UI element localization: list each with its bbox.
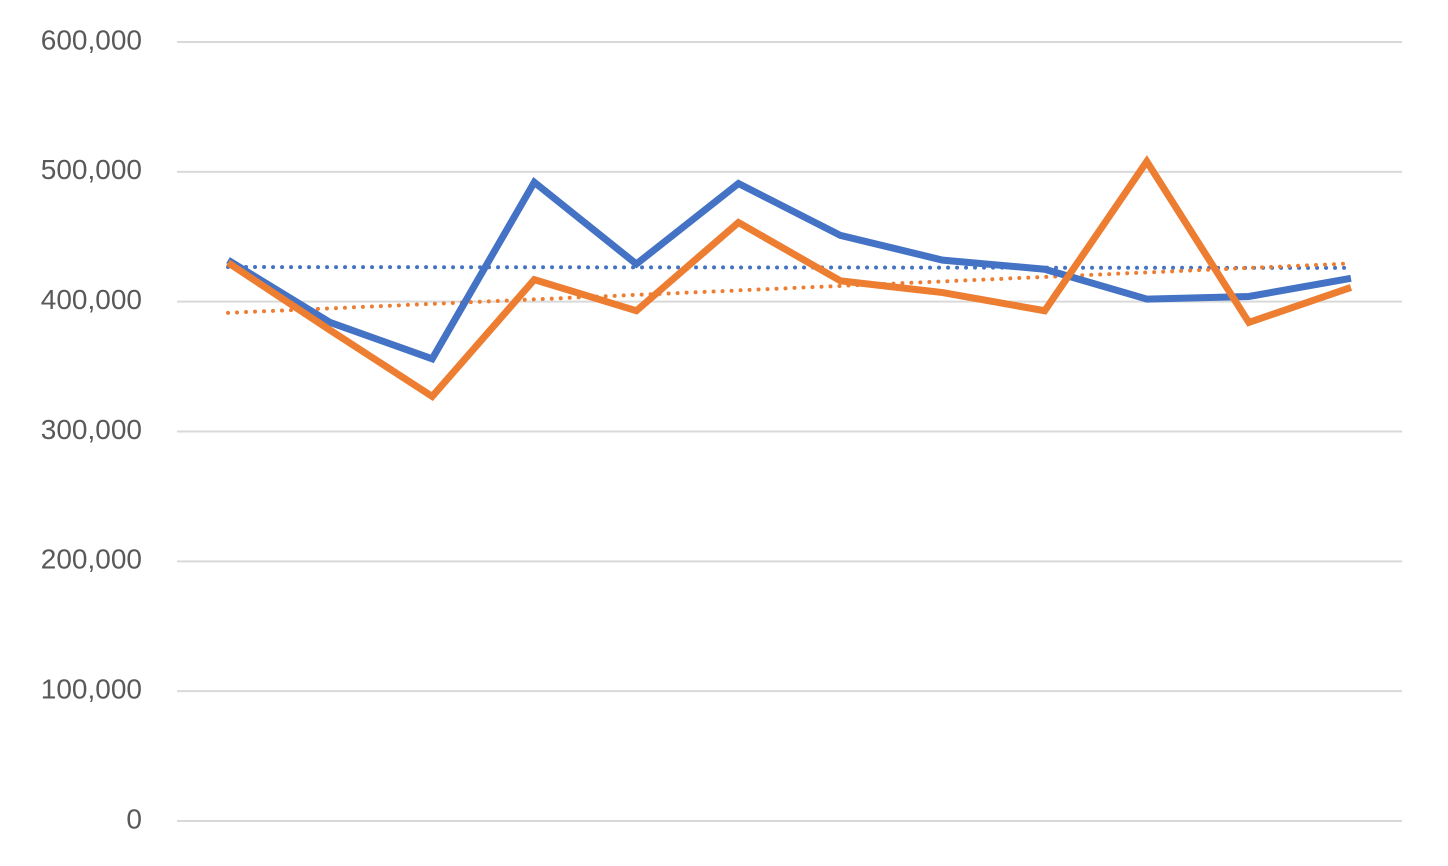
trendline bbox=[226, 265, 1353, 270]
y-tick-label: 400,000 bbox=[41, 284, 142, 315]
series-line bbox=[226, 155, 1353, 402]
y-tick-label: 200,000 bbox=[41, 544, 142, 575]
y-tick-label: 600,000 bbox=[41, 24, 142, 55]
y-tick-label: 0 bbox=[126, 803, 142, 834]
trendline bbox=[226, 261, 1353, 315]
series-line bbox=[226, 176, 1352, 364]
y-tick-label: 500,000 bbox=[41, 154, 142, 185]
y-tick-label: 100,000 bbox=[41, 674, 142, 705]
y-tick-label: 300,000 bbox=[41, 414, 142, 445]
